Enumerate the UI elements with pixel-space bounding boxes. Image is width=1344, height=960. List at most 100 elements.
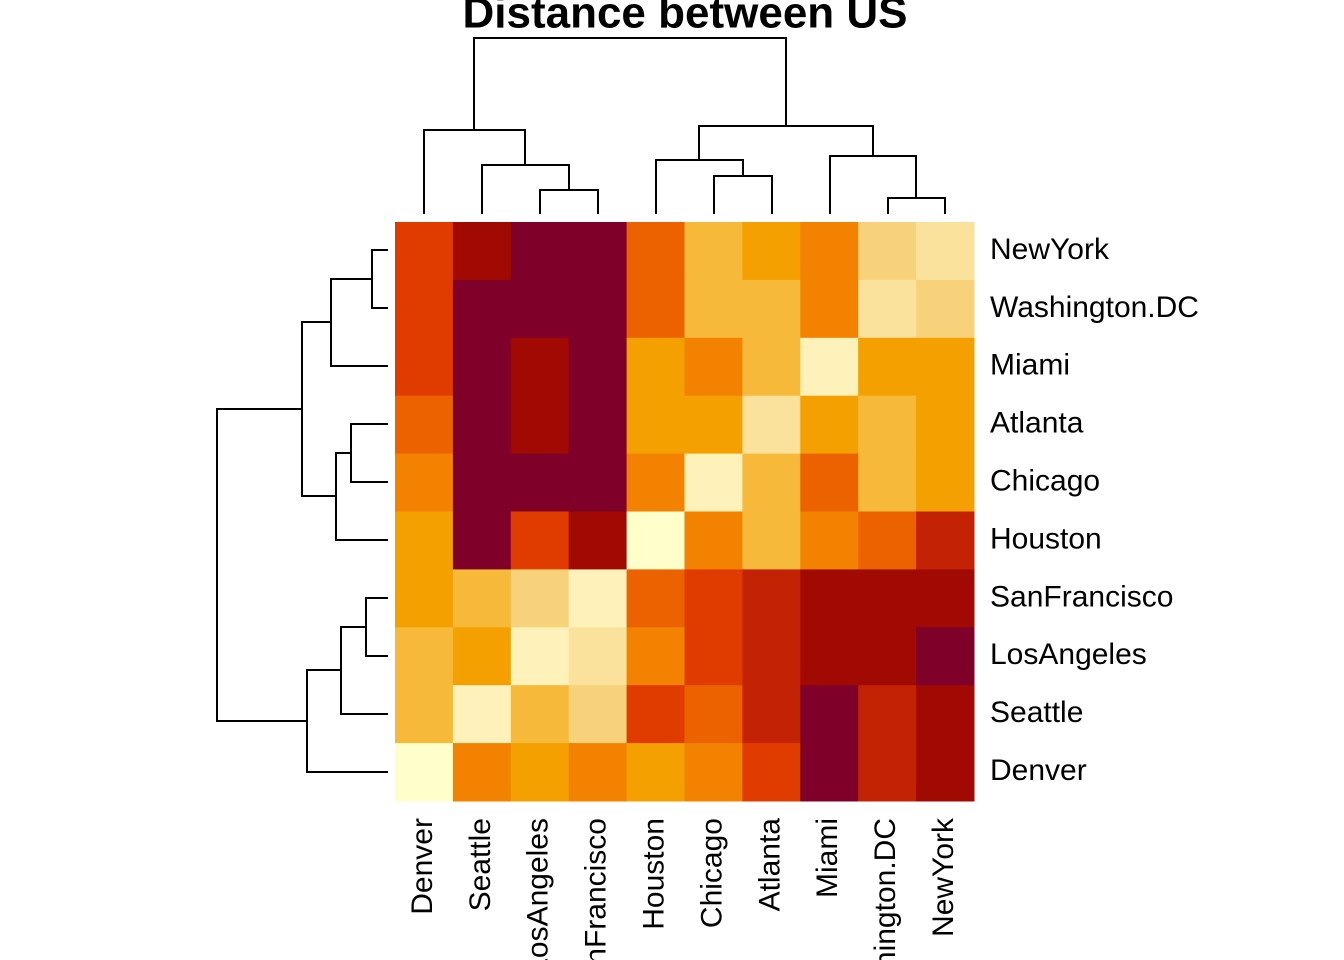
heatmap-cell	[684, 395, 743, 455]
heatmap-cell	[626, 743, 685, 802]
chart-title: Distance between US	[462, 0, 907, 38]
row-label: LosAngeles	[990, 638, 1147, 671]
heatmap-cell	[510, 569, 570, 628]
heatmap-cell	[800, 685, 859, 744]
column-label: Miami	[811, 818, 844, 898]
dendro-branch	[423, 129, 526, 214]
heatmap-cell	[800, 453, 859, 512]
heatmap-cell	[568, 569, 628, 628]
heatmap-cell	[684, 569, 743, 628]
heatmap-cell	[626, 569, 685, 628]
heatmap-cell	[395, 337, 454, 397]
dendro-branch	[473, 37, 787, 130]
heatmap-cell	[684, 337, 743, 397]
heatmap-cell	[858, 222, 917, 281]
heatmap-cell	[742, 279, 801, 339]
column-dendrogram	[423, 37, 946, 214]
column-label: Washington.DC	[869, 818, 902, 960]
column-label: Denver	[406, 818, 439, 915]
heatmap-cell	[510, 453, 570, 512]
heatmap-cell	[452, 453, 512, 512]
heatmap-cell	[684, 685, 743, 744]
heatmap-cell	[742, 453, 801, 512]
dendro-branch	[335, 452, 388, 541]
heatmap-cell	[452, 337, 512, 397]
row-label: NewYork	[990, 233, 1110, 266]
dendro-branch	[350, 423, 388, 483]
heatmap-cell	[626, 685, 685, 744]
heatmap-cell	[858, 685, 917, 744]
heatmap-cell	[916, 627, 975, 686]
heatmap-cell	[395, 627, 454, 686]
heatmap-cell	[452, 222, 512, 281]
heatmap-cell	[626, 222, 685, 281]
heatmap-cell	[800, 743, 859, 802]
dendro-branch	[887, 197, 946, 214]
heatmap-cell	[452, 685, 512, 744]
heatmap-cell	[510, 222, 570, 281]
dendro-branch	[330, 278, 388, 367]
dendro-branch	[371, 249, 388, 309]
heatmap-cell	[742, 569, 801, 628]
heatmap-cell	[858, 279, 917, 339]
heatmap-cell	[510, 337, 570, 397]
heatmap-cell	[858, 337, 917, 397]
heatmap-cell	[742, 222, 801, 281]
heatmap-cell	[858, 453, 917, 512]
heatmap-cell	[452, 279, 512, 339]
row-label: Houston	[990, 522, 1102, 555]
heatmap-cell	[452, 511, 512, 570]
column-label: Atlanta	[753, 818, 786, 912]
row-label: Washington.DC	[990, 291, 1199, 324]
heatmap-cell	[916, 743, 975, 802]
heatmap-cell	[684, 279, 743, 339]
heatmap-cell	[510, 279, 570, 339]
heatmap-cell	[742, 627, 801, 686]
column-label: SanFrancisco	[580, 818, 613, 960]
row-label: Denver	[990, 754, 1087, 787]
heatmap-cell	[684, 511, 743, 570]
heatmap-cell	[626, 453, 685, 512]
heatmap-cell	[916, 511, 975, 570]
heatmap-cell	[452, 627, 512, 686]
heatmap-cell	[916, 337, 975, 397]
heatmap-cell	[568, 279, 628, 339]
heatmap-cell	[395, 395, 454, 455]
heatmap-cell	[568, 743, 628, 802]
heatmap-cell	[452, 569, 512, 628]
heatmap-cell	[626, 511, 685, 570]
heatmap-cell	[684, 627, 743, 686]
heatmap-cell	[510, 685, 570, 744]
column-label: Seattle	[464, 818, 497, 911]
heatmap-cell	[858, 569, 917, 628]
heatmap-cell	[568, 222, 628, 281]
dendro-branch	[539, 189, 599, 214]
heatmap-cell	[568, 685, 628, 744]
heatmap-cell	[800, 569, 859, 628]
heatmap-cell	[395, 569, 454, 628]
heatmap-cell	[452, 395, 512, 455]
dendro-branch	[698, 125, 874, 160]
heatmap-cell	[800, 627, 859, 686]
heatmap-cell	[916, 279, 975, 339]
heatmap-cell	[568, 511, 628, 570]
heatmap-cell	[452, 743, 512, 802]
column-label: Chicago	[695, 818, 728, 928]
heatmap-cell	[800, 279, 859, 339]
heatmap-cell	[858, 511, 917, 570]
heatmap-cell	[568, 453, 628, 512]
row-label: Atlanta	[990, 407, 1084, 440]
dendro-branch	[365, 597, 388, 657]
heatmap-cell	[858, 395, 917, 455]
heatmap-cell	[858, 743, 917, 802]
column-label: LosAngeles	[522, 818, 555, 960]
heatmap-cell	[626, 337, 685, 397]
row-label: Seattle	[990, 696, 1083, 729]
heatmap-cell	[800, 395, 859, 455]
heatmap-cell	[395, 222, 454, 281]
heatmap-cell	[742, 743, 801, 802]
heatmap-cell	[626, 279, 685, 339]
heatmap-cell	[568, 627, 628, 686]
